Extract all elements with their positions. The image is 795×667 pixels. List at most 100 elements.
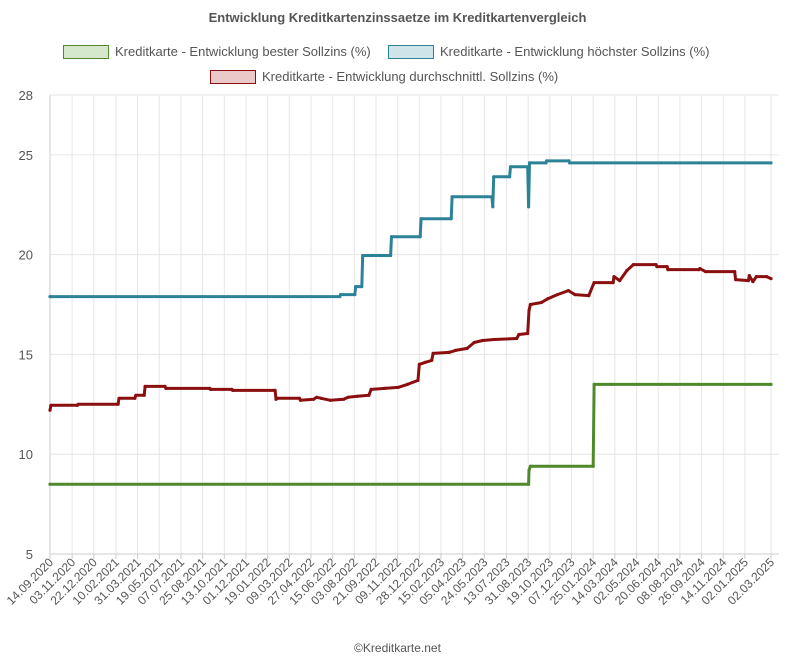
data-point [765,275,769,279]
data-point [545,159,549,163]
data-point [430,358,434,362]
data-point [416,378,420,382]
data-point [417,362,421,366]
data-point [592,382,596,386]
data-point [546,297,550,301]
y-tick-label: 15 [19,347,33,362]
legend-label-bester: Kreditkarte - Entwicklung bester Sollzin… [115,44,371,59]
data-point [665,265,669,269]
data-point [769,277,773,281]
data-point [492,175,496,179]
data-point [526,165,530,169]
data-point [527,308,531,313]
data-point [481,338,485,343]
data-point [566,289,571,293]
data-point [231,388,235,392]
legend-swatch-hoechster [388,44,434,59]
data-point [591,464,595,468]
data-point [631,263,636,267]
data-point [315,395,319,399]
data-point [508,175,512,179]
legend-item-durchschnitt[interactable]: Kreditkarte - Entwicklung durchschnittl.… [210,69,558,84]
legend-item-hoechster[interactable]: Kreditkarte - Entwicklung höchster Sollz… [388,44,710,59]
data-point [312,397,316,401]
data-point [698,267,702,271]
data-point [490,195,494,199]
y-tick-label: 20 [19,248,33,263]
data-point [354,285,358,289]
y-tick-label: 25 [19,148,33,163]
data-point [491,205,495,209]
data-point [273,388,277,392]
data-point [508,165,513,169]
data-point [342,397,346,401]
data-point [49,403,53,407]
data-point [134,393,138,397]
data-point [703,270,708,274]
legend-item-bester[interactable]: Kreditkarte - Entwicklung bester Sollzin… [63,44,371,59]
data-point [733,270,737,274]
data-point [747,274,751,278]
data-point [369,387,373,391]
series-line-bester [50,382,771,486]
data-point [517,332,521,337]
data-point [423,360,427,364]
data-point [142,393,146,397]
series-line-hoechster [50,159,771,299]
data-point [449,217,453,221]
data-point [353,293,357,297]
data-point [573,293,577,297]
footer-credit: ©Kreditkarte.net [354,641,441,655]
data-point [48,295,52,299]
data-point [666,268,670,272]
data-point [339,293,343,297]
data-point [116,402,120,406]
data-point [751,280,755,284]
data-point [539,300,544,305]
data-point [360,285,364,289]
data-point [133,396,137,400]
data-point [527,161,532,165]
data-point [527,468,531,472]
data-point [389,235,394,239]
data-point [465,346,469,350]
data-point [515,336,519,341]
data-point [492,337,496,342]
data-point [754,275,759,279]
data-point [164,386,168,390]
data-point [431,351,435,355]
data-point [367,393,371,397]
y-tick-label: 10 [19,447,33,462]
data-point [209,387,213,391]
data-point [450,195,454,199]
data-point [382,386,386,390]
data-point [769,161,773,165]
data-point [734,278,738,282]
data-point [143,384,147,388]
data-point [454,348,458,352]
data-point [355,394,359,398]
data-point [419,217,423,221]
data-point [527,205,531,209]
data-point [618,279,622,283]
legend-label-hoechster: Kreditkarte - Entwicklung höchster Sollz… [440,44,710,59]
y-tick-label: 5 [26,547,33,562]
data-point [328,398,332,402]
data-point [472,340,476,345]
legend-swatch-bester [63,44,109,59]
data-point [396,385,400,389]
data-point [275,396,279,400]
data-point [447,350,451,354]
data-point [568,161,572,165]
data-point [526,331,530,336]
data-point [625,269,629,273]
data-point [527,482,531,486]
data-point [418,235,422,239]
data-point [769,382,773,386]
data-point [528,302,533,307]
data-point [117,396,121,400]
data-point [592,281,596,285]
data-point [746,279,751,283]
